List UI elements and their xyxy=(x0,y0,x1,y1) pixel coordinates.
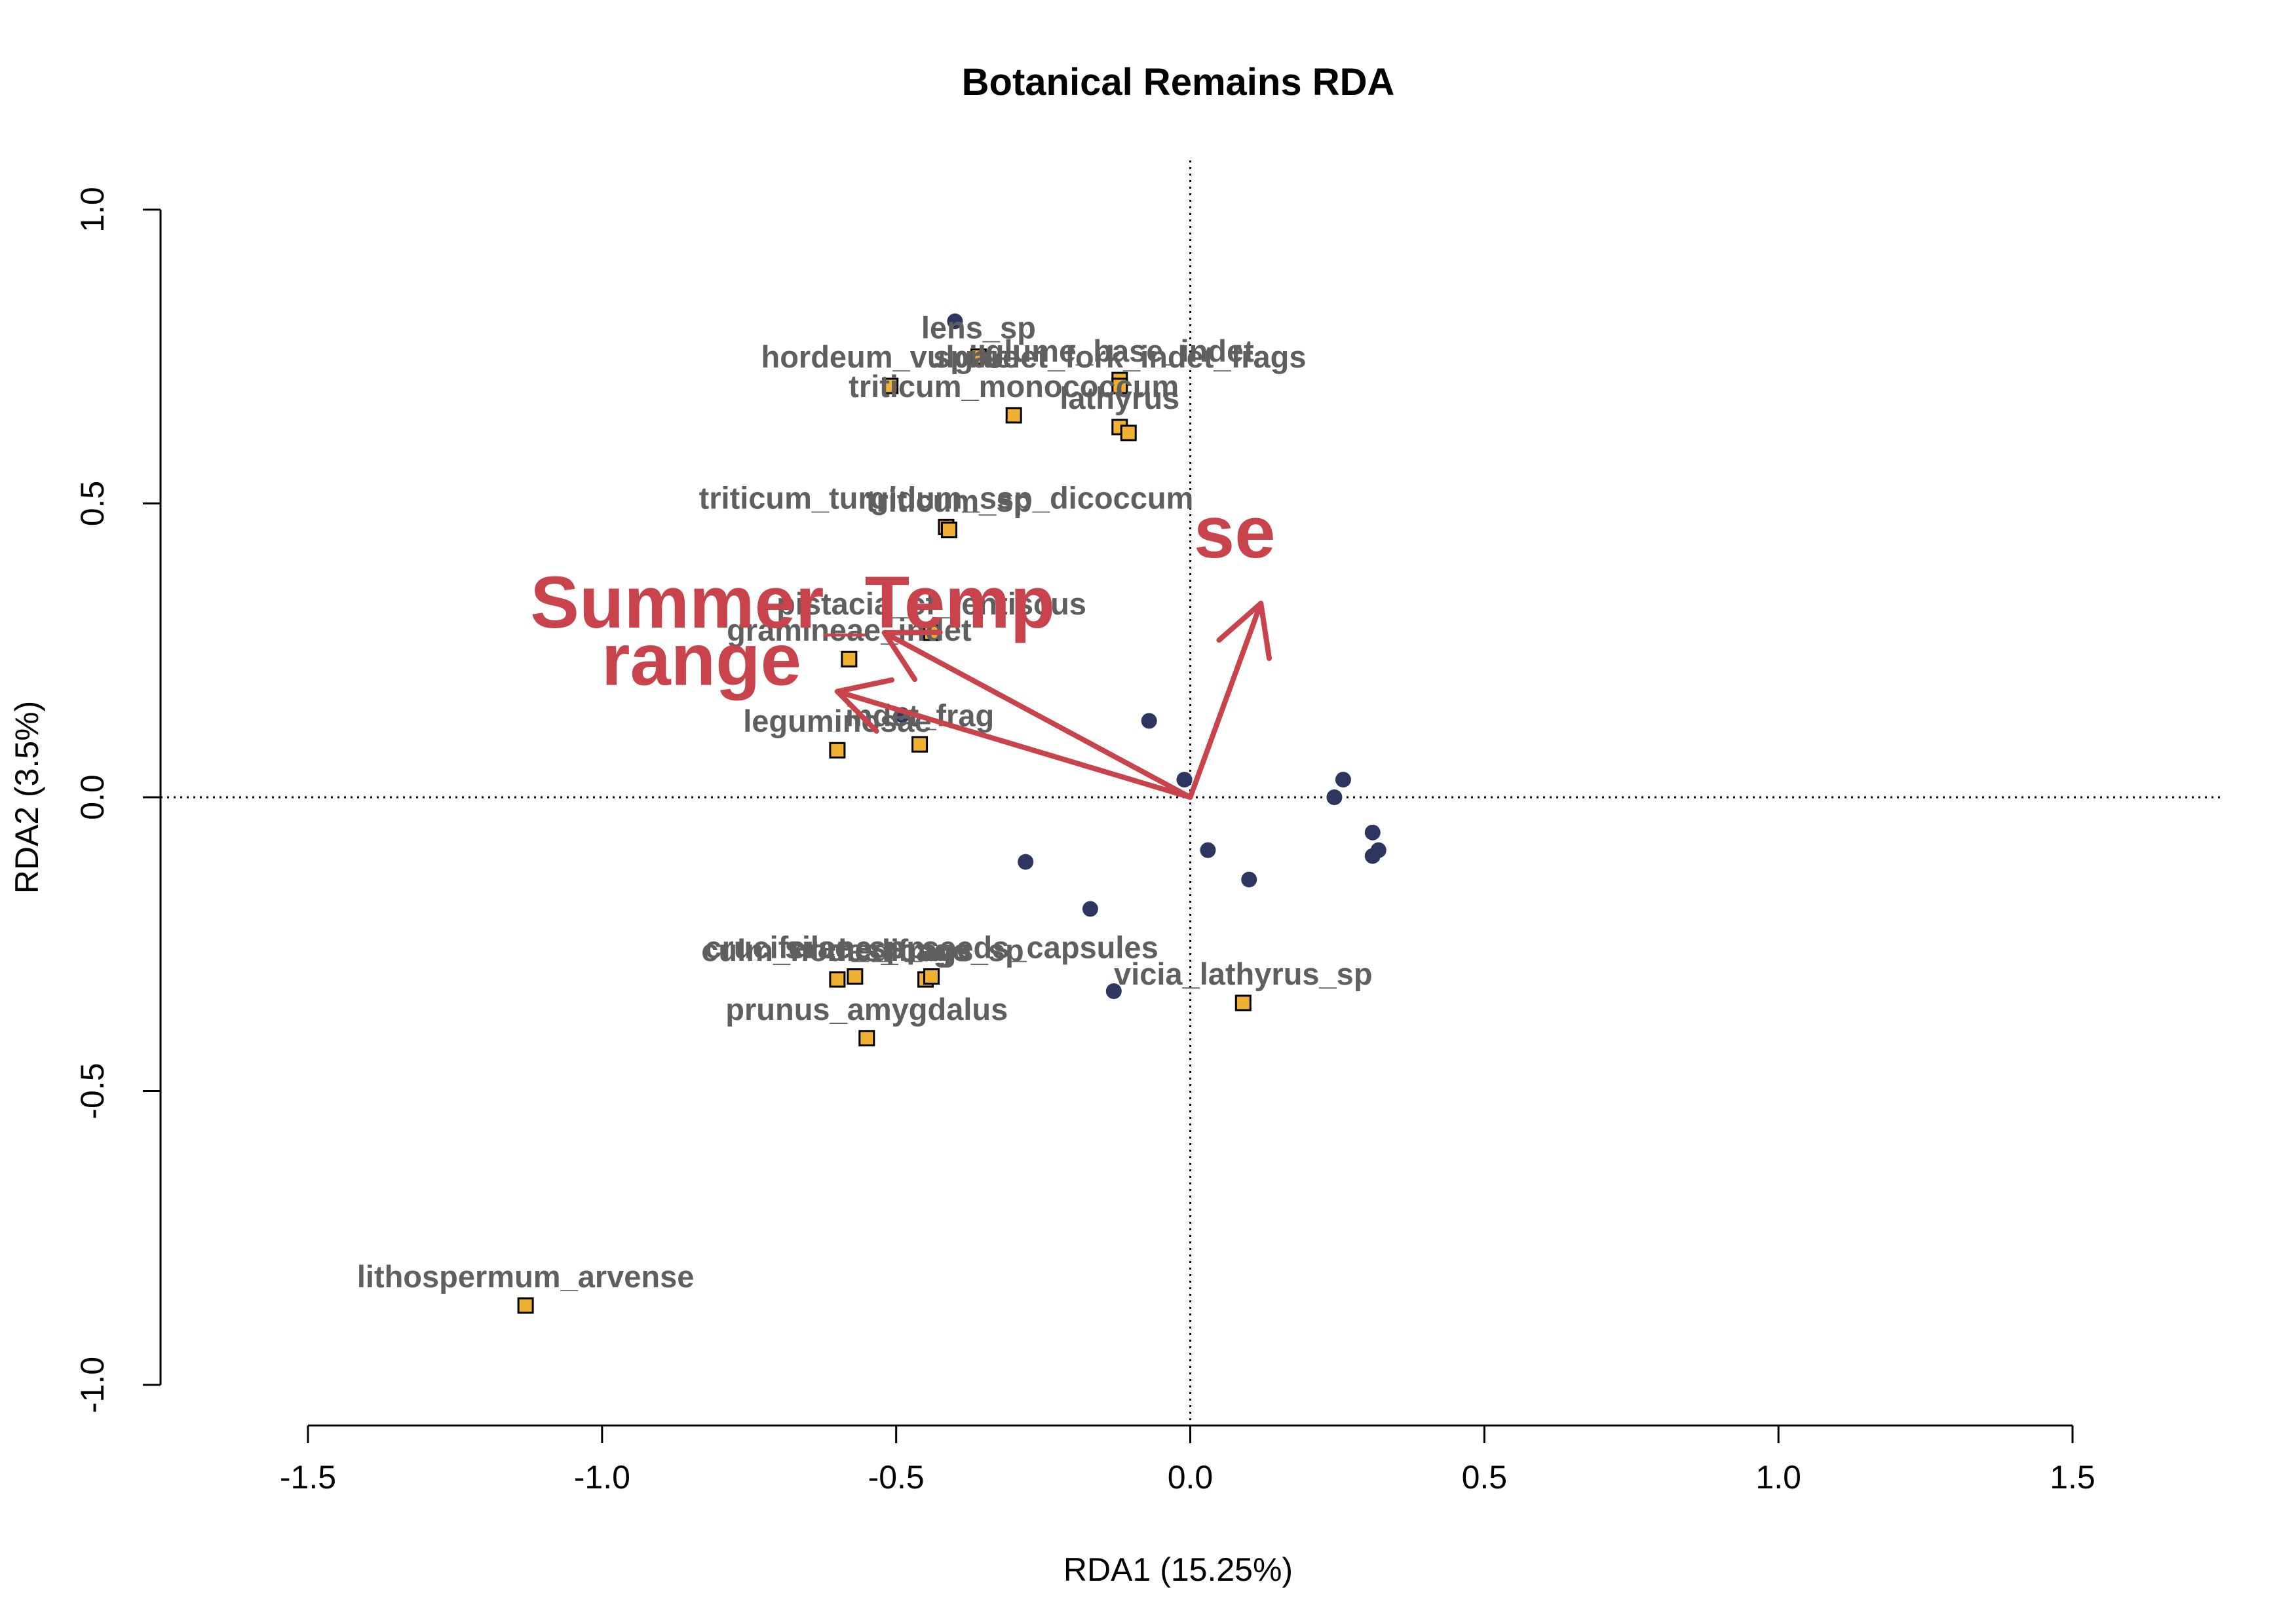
x-tick-label: -1.0 xyxy=(574,1459,630,1496)
species-point xyxy=(970,348,987,365)
site-point xyxy=(1176,772,1193,788)
species-label: medicago_sp xyxy=(827,933,1024,968)
species-label: triticum_sp xyxy=(866,483,1032,518)
y-tick-label: 0.5 xyxy=(74,481,111,527)
species-point xyxy=(911,736,928,753)
species-point xyxy=(1120,425,1137,442)
site-point xyxy=(1105,983,1122,1000)
y-axis-label: RDA2 (3.5%) xyxy=(9,701,45,894)
species-label: prunus_amygdalus xyxy=(725,992,1008,1027)
site-point xyxy=(1018,854,1034,870)
species-point xyxy=(1234,994,1252,1011)
env-vector-label: range xyxy=(602,619,801,701)
species-point xyxy=(858,1030,875,1047)
axes: -1.5 -1.0 -0.5 0.0 0.5 1.0 1.5 -1.0 -0.5 0.0 0.5 1.… xyxy=(74,187,2095,1496)
species-label: hordeum_vulgare xyxy=(761,339,1019,374)
species-point xyxy=(882,377,899,394)
y-tick-label: 0.0 xyxy=(74,774,111,820)
env-vector-label: Summer_Temp xyxy=(530,561,1055,643)
species-label: spikelet_fork_indet_frags xyxy=(933,339,1306,374)
species-label: silene_sp xyxy=(785,930,925,965)
species-label: culm_nodes_frags xyxy=(701,933,973,968)
site-point xyxy=(1082,901,1098,917)
site-point xyxy=(1141,713,1157,729)
site-point xyxy=(947,313,963,330)
env-vector-arrow xyxy=(881,630,1193,800)
species-point xyxy=(829,742,846,759)
site-point xyxy=(1241,871,1257,888)
species-point xyxy=(829,971,846,988)
y-tick-label: -0.5 xyxy=(74,1063,111,1119)
species-labels: lens_sphordeum_vulgareglume_base_indetsp… xyxy=(357,310,1373,1294)
env-vector-arrow xyxy=(1187,600,1264,800)
species-point xyxy=(517,1297,534,1314)
x-axis-label: RDA1 (15.25%) xyxy=(1063,1551,1293,1588)
species-point xyxy=(841,651,858,668)
species-point xyxy=(847,968,864,985)
x-tick-label: -0.5 xyxy=(868,1459,925,1496)
chart-title: Botanical Remains RDA xyxy=(962,61,1395,104)
x-tick-label: -1.5 xyxy=(280,1459,336,1496)
species-point xyxy=(940,521,957,538)
species-label: triticum_monococcum xyxy=(849,369,1179,404)
env-arrowhead xyxy=(1216,600,1272,662)
site-points xyxy=(894,313,1387,1000)
species-label: lathyrus xyxy=(1060,381,1179,415)
x-tick-label: 1.5 xyxy=(2050,1459,2095,1496)
species-label: triticum_turgidum_ssp_dicoccum xyxy=(699,480,1194,515)
site-point xyxy=(1364,848,1381,864)
env-vector-label: se xyxy=(1194,491,1276,573)
species-points xyxy=(517,348,1252,1314)
species-label: lithospermum_arvense xyxy=(357,1259,695,1294)
env-arrowhead xyxy=(881,630,943,683)
species-label: cruciferae_sp_seeds_capsules xyxy=(704,930,1158,965)
species-label: vicia_lathyrus_sp xyxy=(1114,956,1373,991)
site-point xyxy=(1200,842,1216,858)
y-tick-label: -1.0 xyxy=(74,1357,111,1413)
x-tick-label: 0.5 xyxy=(1462,1459,1508,1496)
species-point xyxy=(923,968,940,985)
x-tick-label: 0.0 xyxy=(1168,1459,1214,1496)
species-point xyxy=(1111,377,1128,394)
species-label: pistacia_cf_lentiscus xyxy=(776,586,1086,621)
species-point xyxy=(1005,407,1022,424)
y-tick-label: 1.0 xyxy=(74,187,111,233)
species-label: lens_sp xyxy=(921,310,1036,345)
species-label: glume_base_indet xyxy=(985,333,1254,368)
site-point xyxy=(1326,789,1343,805)
x-tick-label: 1.0 xyxy=(1755,1459,1801,1496)
env-arrowhead xyxy=(834,677,895,734)
site-point xyxy=(1364,824,1381,840)
site-point xyxy=(1335,772,1351,788)
env-vector-arrow xyxy=(834,689,1193,800)
